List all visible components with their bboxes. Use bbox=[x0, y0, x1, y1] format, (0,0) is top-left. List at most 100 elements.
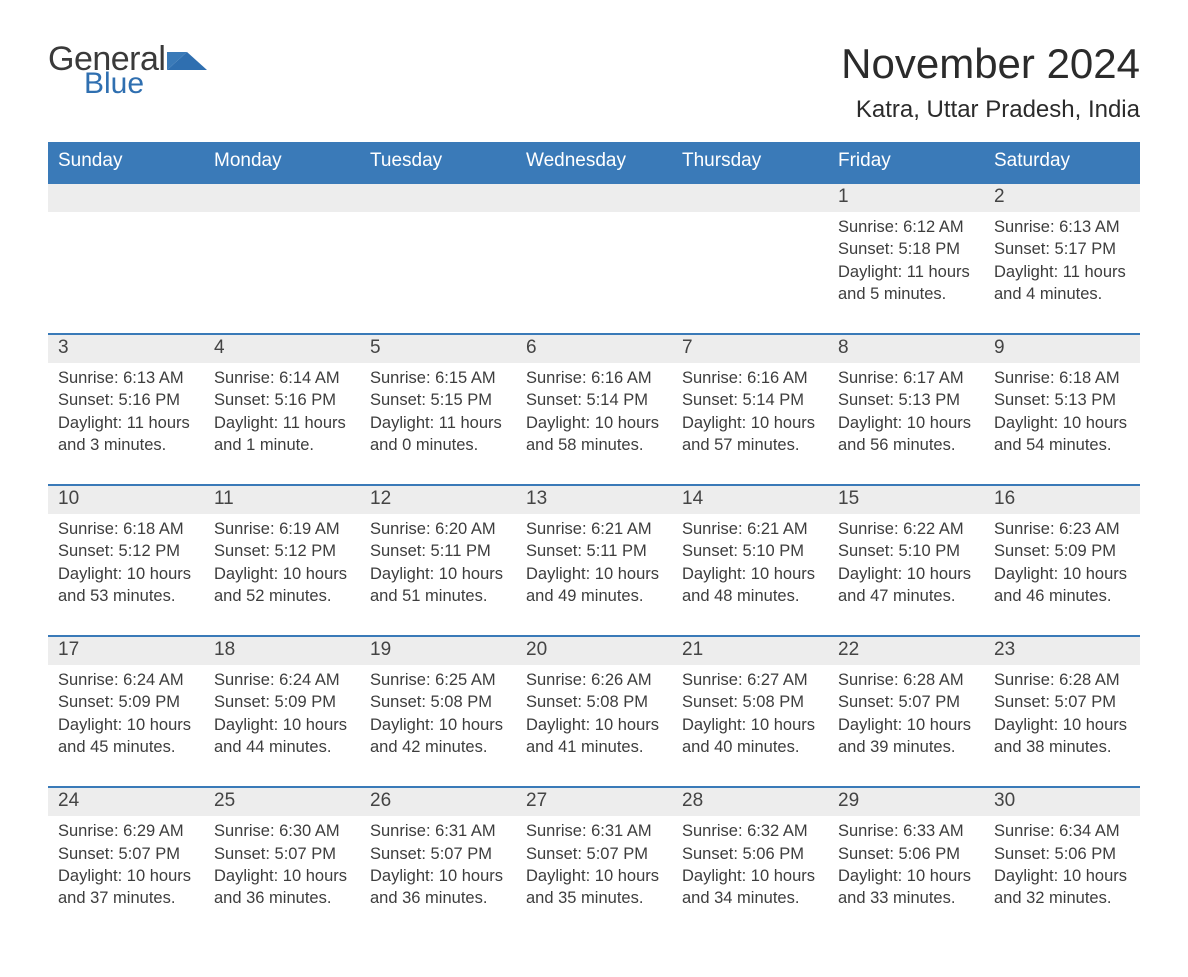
day-number-cell: 7 bbox=[672, 334, 828, 363]
sunset-text: Sunset: 5:07 PM bbox=[838, 691, 974, 713]
daylight-text: Daylight: 11 hours and 4 minutes. bbox=[994, 261, 1130, 306]
day-detail-cell: Sunrise: 6:18 AMSunset: 5:12 PMDaylight:… bbox=[48, 514, 204, 636]
detail-row: Sunrise: 6:29 AMSunset: 5:07 PMDaylight:… bbox=[48, 816, 1140, 937]
daylight-text: Daylight: 10 hours and 58 minutes. bbox=[526, 412, 662, 457]
daylight-text: Daylight: 10 hours and 48 minutes. bbox=[682, 563, 818, 608]
day-detail-cell: Sunrise: 6:23 AMSunset: 5:09 PMDaylight:… bbox=[984, 514, 1140, 636]
day-detail-cell: Sunrise: 6:12 AMSunset: 5:18 PMDaylight:… bbox=[828, 212, 984, 334]
header: General Blue November 2024 Katra, Uttar … bbox=[48, 40, 1140, 124]
sunset-text: Sunset: 5:12 PM bbox=[58, 540, 194, 562]
sunrise-text: Sunrise: 6:18 AM bbox=[58, 518, 194, 540]
sunrise-text: Sunrise: 6:15 AM bbox=[370, 367, 506, 389]
day-detail-cell: Sunrise: 6:31 AMSunset: 5:07 PMDaylight:… bbox=[360, 816, 516, 937]
day-detail-cell: Sunrise: 6:15 AMSunset: 5:15 PMDaylight:… bbox=[360, 363, 516, 485]
day-number-cell bbox=[360, 183, 516, 212]
sunset-text: Sunset: 5:17 PM bbox=[994, 238, 1130, 260]
day-detail-cell: Sunrise: 6:32 AMSunset: 5:06 PMDaylight:… bbox=[672, 816, 828, 937]
daylight-text: Daylight: 11 hours and 5 minutes. bbox=[838, 261, 974, 306]
day-number-cell: 26 bbox=[360, 787, 516, 816]
sunrise-text: Sunrise: 6:34 AM bbox=[994, 820, 1130, 842]
day-number-cell: 11 bbox=[204, 485, 360, 514]
day-number-cell: 16 bbox=[984, 485, 1140, 514]
sunset-text: Sunset: 5:09 PM bbox=[58, 691, 194, 713]
day-detail-cell: Sunrise: 6:14 AMSunset: 5:16 PMDaylight:… bbox=[204, 363, 360, 485]
sunset-text: Sunset: 5:06 PM bbox=[682, 843, 818, 865]
daylight-text: Daylight: 10 hours and 51 minutes. bbox=[370, 563, 506, 608]
day-number-cell: 24 bbox=[48, 787, 204, 816]
daylight-text: Daylight: 10 hours and 52 minutes. bbox=[214, 563, 350, 608]
day-number-cell: 14 bbox=[672, 485, 828, 514]
daylight-text: Daylight: 10 hours and 54 minutes. bbox=[994, 412, 1130, 457]
weekday-header-row: SundayMondayTuesdayWednesdayThursdayFrid… bbox=[48, 142, 1140, 183]
calendar-table: SundayMondayTuesdayWednesdayThursdayFrid… bbox=[48, 142, 1140, 937]
weekday-header: Tuesday bbox=[360, 142, 516, 183]
daylight-text: Daylight: 10 hours and 46 minutes. bbox=[994, 563, 1130, 608]
sunset-text: Sunset: 5:14 PM bbox=[526, 389, 662, 411]
sunset-text: Sunset: 5:07 PM bbox=[58, 843, 194, 865]
sunrise-text: Sunrise: 6:23 AM bbox=[994, 518, 1130, 540]
day-detail-cell: Sunrise: 6:24 AMSunset: 5:09 PMDaylight:… bbox=[48, 665, 204, 787]
sunset-text: Sunset: 5:07 PM bbox=[214, 843, 350, 865]
day-number-cell: 12 bbox=[360, 485, 516, 514]
detail-row: Sunrise: 6:18 AMSunset: 5:12 PMDaylight:… bbox=[48, 514, 1140, 636]
sunset-text: Sunset: 5:16 PM bbox=[214, 389, 350, 411]
day-number-cell: 27 bbox=[516, 787, 672, 816]
day-detail-cell: Sunrise: 6:16 AMSunset: 5:14 PMDaylight:… bbox=[516, 363, 672, 485]
daylight-text: Daylight: 10 hours and 36 minutes. bbox=[214, 865, 350, 910]
daylight-text: Daylight: 10 hours and 56 minutes. bbox=[838, 412, 974, 457]
sunrise-text: Sunrise: 6:13 AM bbox=[58, 367, 194, 389]
sunset-text: Sunset: 5:11 PM bbox=[526, 540, 662, 562]
daylight-text: Daylight: 10 hours and 41 minutes. bbox=[526, 714, 662, 759]
daylight-text: Daylight: 10 hours and 34 minutes. bbox=[682, 865, 818, 910]
daylight-text: Daylight: 11 hours and 0 minutes. bbox=[370, 412, 506, 457]
day-number-cell: 22 bbox=[828, 636, 984, 665]
day-detail-cell: Sunrise: 6:26 AMSunset: 5:08 PMDaylight:… bbox=[516, 665, 672, 787]
sunrise-text: Sunrise: 6:12 AM bbox=[838, 216, 974, 238]
day-detail-cell: Sunrise: 6:22 AMSunset: 5:10 PMDaylight:… bbox=[828, 514, 984, 636]
sunset-text: Sunset: 5:08 PM bbox=[526, 691, 662, 713]
sunrise-text: Sunrise: 6:26 AM bbox=[526, 669, 662, 691]
day-number-cell: 15 bbox=[828, 485, 984, 514]
daylight-text: Daylight: 11 hours and 1 minute. bbox=[214, 412, 350, 457]
day-number-cell: 10 bbox=[48, 485, 204, 514]
sunrise-text: Sunrise: 6:31 AM bbox=[526, 820, 662, 842]
day-number-cell: 17 bbox=[48, 636, 204, 665]
sunset-text: Sunset: 5:07 PM bbox=[370, 843, 506, 865]
day-detail-cell bbox=[672, 212, 828, 334]
detail-row: Sunrise: 6:12 AMSunset: 5:18 PMDaylight:… bbox=[48, 212, 1140, 334]
daylight-text: Daylight: 10 hours and 36 minutes. bbox=[370, 865, 506, 910]
day-detail-cell bbox=[204, 212, 360, 334]
sunrise-text: Sunrise: 6:18 AM bbox=[994, 367, 1130, 389]
sunrise-text: Sunrise: 6:29 AM bbox=[58, 820, 194, 842]
sunset-text: Sunset: 5:14 PM bbox=[682, 389, 818, 411]
sunset-text: Sunset: 5:11 PM bbox=[370, 540, 506, 562]
day-detail-cell: Sunrise: 6:24 AMSunset: 5:09 PMDaylight:… bbox=[204, 665, 360, 787]
day-detail-cell: Sunrise: 6:20 AMSunset: 5:11 PMDaylight:… bbox=[360, 514, 516, 636]
day-detail-cell: Sunrise: 6:30 AMSunset: 5:07 PMDaylight:… bbox=[204, 816, 360, 937]
daylight-text: Daylight: 10 hours and 39 minutes. bbox=[838, 714, 974, 759]
daylight-text: Daylight: 10 hours and 42 minutes. bbox=[370, 714, 506, 759]
sunset-text: Sunset: 5:08 PM bbox=[370, 691, 506, 713]
sunset-text: Sunset: 5:10 PM bbox=[838, 540, 974, 562]
weekday-header: Wednesday bbox=[516, 142, 672, 183]
day-detail-cell bbox=[360, 212, 516, 334]
sunset-text: Sunset: 5:13 PM bbox=[994, 389, 1130, 411]
day-detail-cell: Sunrise: 6:19 AMSunset: 5:12 PMDaylight:… bbox=[204, 514, 360, 636]
daylight-text: Daylight: 11 hours and 3 minutes. bbox=[58, 412, 194, 457]
sunset-text: Sunset: 5:18 PM bbox=[838, 238, 974, 260]
day-number-cell: 2 bbox=[984, 183, 1140, 212]
day-number-cell: 6 bbox=[516, 334, 672, 363]
sunrise-text: Sunrise: 6:30 AM bbox=[214, 820, 350, 842]
daylight-text: Daylight: 10 hours and 33 minutes. bbox=[838, 865, 974, 910]
day-number-cell: 23 bbox=[984, 636, 1140, 665]
day-number-cell bbox=[48, 183, 204, 212]
day-number-cell bbox=[516, 183, 672, 212]
sunrise-text: Sunrise: 6:33 AM bbox=[838, 820, 974, 842]
sunrise-text: Sunrise: 6:21 AM bbox=[526, 518, 662, 540]
sunset-text: Sunset: 5:12 PM bbox=[214, 540, 350, 562]
weekday-header: Friday bbox=[828, 142, 984, 183]
daylight-text: Daylight: 10 hours and 40 minutes. bbox=[682, 714, 818, 759]
daylight-text: Daylight: 10 hours and 45 minutes. bbox=[58, 714, 194, 759]
sunrise-text: Sunrise: 6:32 AM bbox=[682, 820, 818, 842]
sunset-text: Sunset: 5:06 PM bbox=[994, 843, 1130, 865]
